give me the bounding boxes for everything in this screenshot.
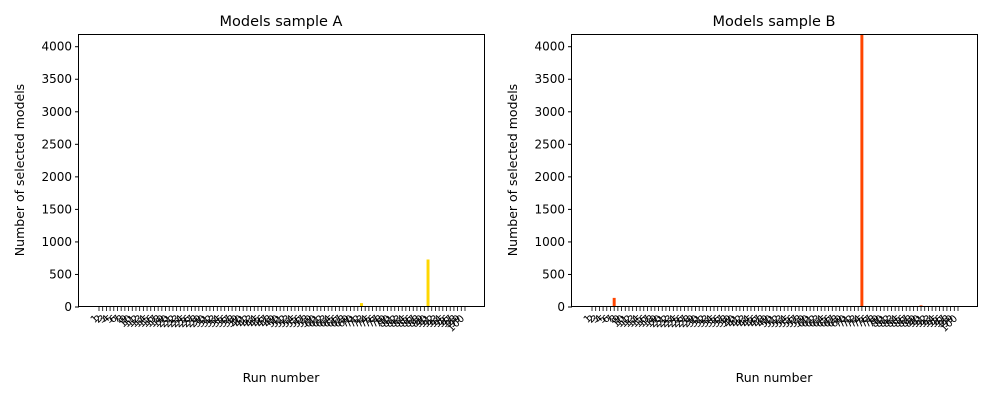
y-tick-label: 2000	[41, 170, 72, 184]
y-tick-label: 4000	[534, 40, 565, 54]
plot-frame	[571, 34, 978, 307]
chart-title: Models sample B	[713, 14, 836, 30]
bar-series	[612, 35, 923, 307]
y-tick-label: 4000	[41, 40, 72, 54]
x-axis: 1234567891011121314151617181920212223242…	[582, 307, 960, 335]
chart-panel-sample-b: Models sample B Number of selected model…	[505, 14, 978, 385]
y-tick-label: 3500	[534, 72, 565, 86]
chart-panel-sample-a: Models sample A Number of selected model…	[12, 14, 485, 385]
y-tick-label: 1500	[41, 202, 72, 216]
y-tick-label: 2000	[534, 170, 565, 184]
y-tick-label: 3000	[534, 105, 565, 119]
bar-series	[289, 259, 430, 307]
bar	[426, 259, 430, 307]
y-axis-label: Number of selected models	[12, 84, 27, 256]
bar	[860, 35, 864, 307]
y-tick-label: 3500	[41, 72, 72, 86]
x-axis: 1234567891011121314151617181920212223242…	[89, 307, 467, 335]
y-tick-label: 1000	[534, 235, 565, 249]
y-axis-label: Number of selected models	[505, 84, 520, 256]
y-axis: 0 500 1000 1500 2000 2500 3000 3500 4000	[41, 40, 79, 314]
y-tick-label: 1000	[41, 235, 72, 249]
bar	[360, 303, 363, 307]
y-tick-label: 1500	[534, 202, 565, 216]
y-tick-label: 0	[557, 300, 565, 314]
y-tick-label: 500	[542, 267, 565, 281]
bar	[612, 297, 616, 307]
plot-frame	[78, 34, 485, 307]
x-axis-label: Run number	[243, 370, 321, 385]
y-tick-label: 3000	[41, 105, 72, 119]
x-axis-label: Run number	[736, 370, 814, 385]
y-tick-label: 2500	[41, 137, 72, 151]
y-tick-label: 2500	[534, 137, 565, 151]
y-tick-label: 0	[64, 300, 72, 314]
y-axis: 0 500 1000 1500 2000 2500 3000 3500 4000	[534, 40, 572, 314]
y-tick-label: 500	[49, 267, 72, 281]
chart-title: Models sample A	[220, 14, 343, 30]
